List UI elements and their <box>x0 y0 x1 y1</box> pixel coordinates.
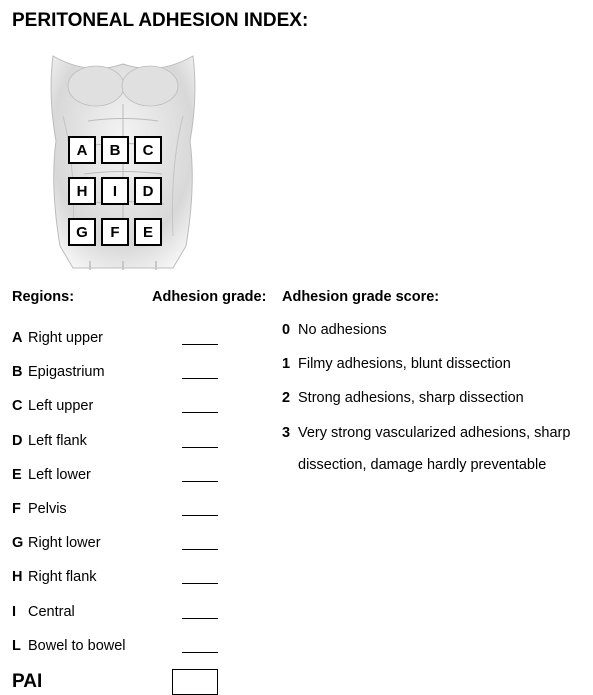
region-name: Left flank <box>28 433 87 449</box>
region-row: C Left upper <box>12 389 152 423</box>
region-box-i: I <box>101 177 129 205</box>
score-header: Adhesion grade score: <box>282 289 581 305</box>
grade-blank[interactable] <box>182 434 218 448</box>
region-row: L Bowel to bowel <box>12 629 152 663</box>
region-box-d: D <box>134 177 162 205</box>
region-row: G Right lower <box>12 526 152 560</box>
score-row: 3 Very strong vascularized adhesions, sh… <box>282 424 581 458</box>
region-letter: L <box>12 638 28 654</box>
region-row: H Right flank <box>12 560 152 594</box>
score-text: Very strong vascularized adhesions, shar… <box>298 424 570 458</box>
grade-row <box>152 526 282 560</box>
grade-row <box>152 321 282 355</box>
region-letter: F <box>12 501 28 517</box>
grade-row <box>152 560 282 594</box>
page-title: PERITONEAL ADHESION INDEX: <box>12 10 581 32</box>
regions-header: Regions: <box>12 289 152 305</box>
region-letter: G <box>12 535 28 551</box>
grade-row <box>152 389 282 423</box>
region-name: Left lower <box>28 467 91 483</box>
pai-row: PAI <box>12 669 581 695</box>
region-box-b: B <box>101 136 129 164</box>
score-text: Strong adhesions, sharp dissection <box>298 389 524 423</box>
grade-blank[interactable] <box>182 570 218 584</box>
pai-total-box[interactable] <box>172 669 218 695</box>
region-letter: C <box>12 398 28 414</box>
regions-column: Regions: A Right upperB EpigastriumC Lef… <box>12 289 152 663</box>
region-name: Epigastrium <box>28 364 105 380</box>
region-grid: A B C H I D G F E <box>68 136 162 259</box>
torso-diagram: A B C H I D G F E <box>18 46 228 271</box>
grade-blank[interactable] <box>182 365 218 379</box>
region-letter: A <box>12 330 28 346</box>
grade-row <box>152 424 282 458</box>
grade-blank[interactable] <box>182 468 218 482</box>
score-number: 3 <box>282 424 298 458</box>
score-row: 1 Filmy adhesions, blunt dissection <box>282 355 581 389</box>
grade-blank[interactable] <box>182 331 218 345</box>
content-columns: Regions: A Right upperB EpigastriumC Lef… <box>12 289 581 663</box>
region-box-e: E <box>134 218 162 246</box>
region-row: B Epigastrium <box>12 355 152 389</box>
grade-row <box>152 629 282 663</box>
region-letter: E <box>12 467 28 483</box>
region-name: Central <box>28 604 75 620</box>
score-number: 0 <box>282 321 298 355</box>
grade-blank[interactable] <box>182 605 218 619</box>
score-text: Filmy adhesions, blunt dissection <box>298 355 511 389</box>
grade-header: Adhesion grade: <box>152 289 282 305</box>
region-box-h: H <box>68 177 96 205</box>
grade-row <box>152 458 282 492</box>
grade-row <box>152 492 282 526</box>
score-row: 2 Strong adhesions, sharp dissection <box>282 389 581 423</box>
grade-blank[interactable] <box>182 502 218 516</box>
score-text: No adhesions <box>298 321 387 355</box>
region-letter: B <box>12 364 28 380</box>
grade-blank[interactable] <box>182 536 218 550</box>
region-name: Right flank <box>28 569 97 585</box>
region-box-c: C <box>134 136 162 164</box>
region-row: D Left flank <box>12 424 152 458</box>
grade-blank[interactable] <box>182 639 218 653</box>
region-name: Bowel to bowel <box>28 638 126 654</box>
region-row: I Central <box>12 595 152 629</box>
region-box-f: F <box>101 218 129 246</box>
grade-blank[interactable] <box>182 399 218 413</box>
region-letter: I <box>12 604 28 620</box>
region-letter: H <box>12 569 28 585</box>
pai-label: PAI <box>12 671 152 693</box>
score-row: 0 No adhesions <box>282 321 581 355</box>
score-number: 2 <box>282 389 298 423</box>
score-column: Adhesion grade score: 0 No adhesions1 Fi… <box>282 289 581 663</box>
region-name: Pelvis <box>28 501 67 517</box>
score-continuation: dissection, damage hardly preventable <box>282 456 581 475</box>
region-letter: D <box>12 433 28 449</box>
region-row: F Pelvis <box>12 492 152 526</box>
grade-column: Adhesion grade: <box>152 289 282 663</box>
score-number: 1 <box>282 355 298 389</box>
grade-row <box>152 355 282 389</box>
region-row: E Left lower <box>12 458 152 492</box>
region-name: Left upper <box>28 398 93 414</box>
region-box-g: G <box>68 218 96 246</box>
region-box-a: A <box>68 136 96 164</box>
region-name: Right lower <box>28 535 101 551</box>
region-row: A Right upper <box>12 321 152 355</box>
grade-row <box>152 595 282 629</box>
region-name: Right upper <box>28 330 103 346</box>
